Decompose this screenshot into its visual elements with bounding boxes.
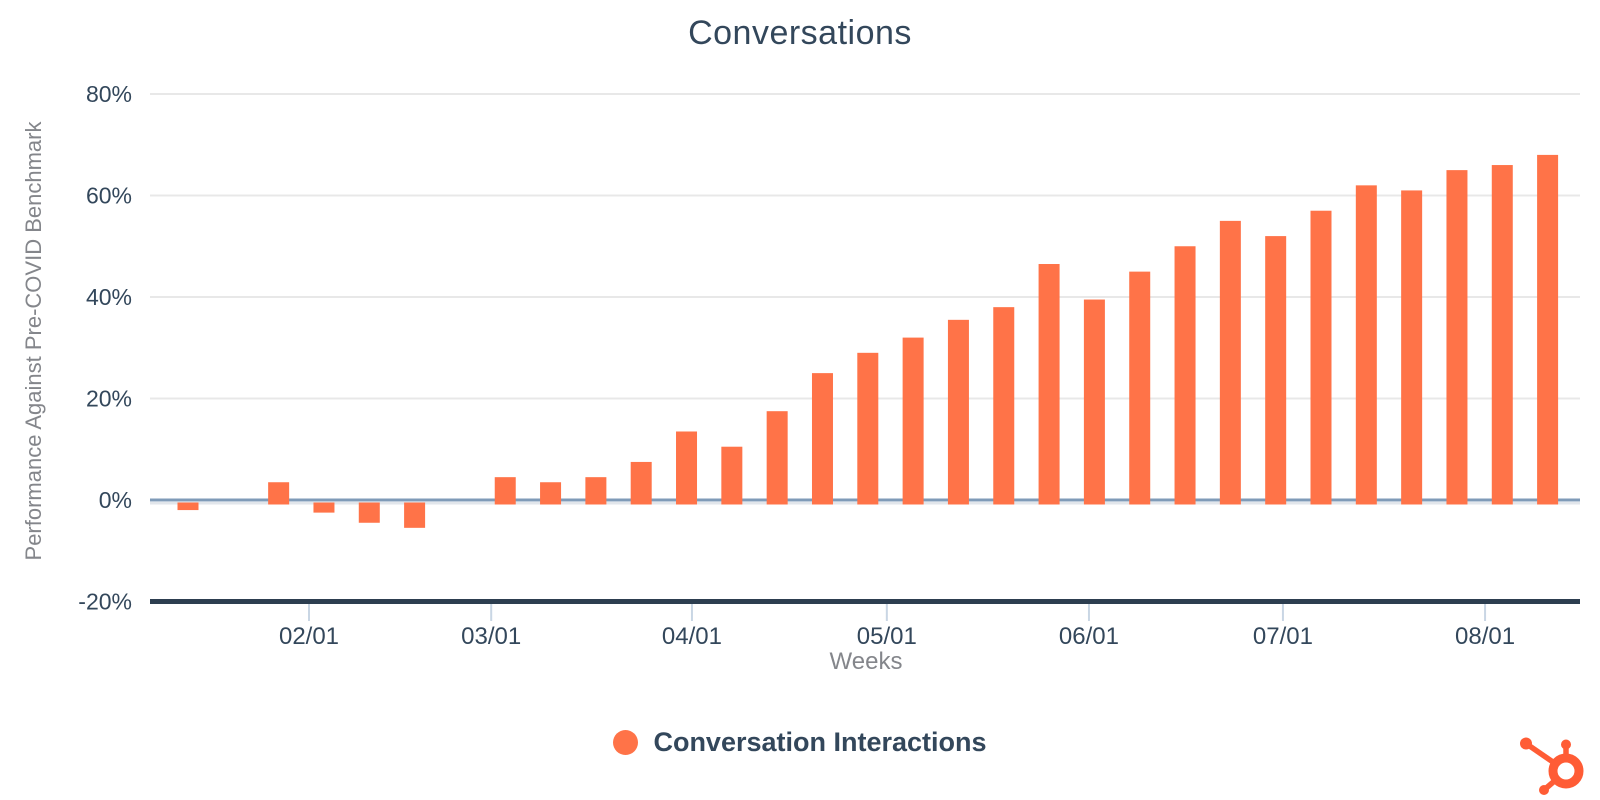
gridline	[150, 93, 1580, 95]
bar-week-20[interactable]	[1038, 264, 1060, 505]
bar-week-26[interactable]	[1310, 210, 1332, 505]
bar-week-12[interactable]	[676, 431, 698, 505]
x-tick-mark	[1087, 604, 1090, 621]
y-tick-label: 40%	[86, 284, 132, 310]
bar-week-9[interactable]	[540, 482, 562, 505]
x-tick-label: 07/01	[1253, 623, 1313, 650]
y-tick-label: 0%	[99, 487, 132, 513]
x-axis-group	[150, 599, 1580, 621]
bar-week-18[interactable]	[947, 319, 969, 505]
x-tick-mark	[308, 604, 311, 621]
bar-week-5[interactable]	[358, 502, 380, 523]
hubspot-sprocket-logo-icon	[1520, 737, 1584, 795]
y-tick-label: 60%	[86, 183, 132, 209]
y-tick-label: -20%	[78, 589, 132, 615]
x-tick-label: 08/01	[1455, 623, 1515, 650]
x-tick-mark	[1484, 604, 1487, 621]
sprocket-ring	[1548, 753, 1584, 789]
bar-week-4[interactable]	[313, 502, 335, 513]
bar-week-10[interactable]	[585, 477, 607, 505]
bar-week-28[interactable]	[1401, 190, 1423, 505]
bar-week-15[interactable]	[811, 373, 833, 505]
legend-series-dot-icon	[613, 729, 639, 755]
bar-week-22[interactable]	[1129, 271, 1151, 505]
legend: Conversation Interactions	[0, 722, 1600, 762]
bar-week-8[interactable]	[494, 477, 516, 505]
gridline	[150, 194, 1580, 197]
y-tick-label: 80%	[86, 81, 132, 107]
bar-week-23[interactable]	[1174, 246, 1196, 505]
chart-title: Conversations	[688, 14, 912, 52]
bar-week-21[interactable]	[1083, 299, 1105, 505]
x-axis-line	[150, 599, 1580, 604]
legend-series-label: Conversation Interactions	[653, 726, 987, 757]
x-tick-mark	[490, 604, 493, 621]
bar-week-24[interactable]	[1219, 220, 1241, 505]
tick-labels-group: 80% 60% 40% 20% 0% -20% 02/01 03/01 04/01 05/01 06…	[78, 81, 1515, 650]
bar-week-19[interactable]	[993, 307, 1015, 505]
bar-week-29[interactable]	[1446, 170, 1468, 505]
bar-week-3[interactable]	[268, 482, 290, 505]
x-tick-label: 06/01	[1059, 623, 1119, 650]
bar-week-31[interactable]	[1537, 154, 1559, 505]
x-tick-mark	[690, 604, 693, 621]
bar-week-11[interactable]	[630, 461, 652, 505]
x-axis-title: Weeks	[829, 648, 903, 675]
x-tick-mark	[885, 604, 888, 621]
bars-group	[177, 154, 1559, 528]
x-tick-label: 04/01	[662, 623, 722, 650]
sprocket-knob	[1561, 739, 1571, 750]
x-tick-label: 05/01	[857, 623, 917, 650]
bar-week-27[interactable]	[1355, 185, 1377, 505]
bar-week-16[interactable]	[857, 352, 879, 505]
bar-week-30[interactable]	[1491, 165, 1513, 505]
bar-week-17[interactable]	[902, 337, 924, 505]
x-tick-mark	[1281, 604, 1284, 621]
x-tick-label: 02/01	[279, 623, 339, 650]
sprocket-knob	[1520, 737, 1532, 750]
bar-week-13[interactable]	[721, 446, 743, 505]
sprocket-knob	[1539, 785, 1549, 795]
gridline	[150, 296, 1580, 298]
x-tick-label: 03/01	[461, 623, 521, 650]
bar-week-6[interactable]	[404, 502, 426, 528]
bar-week-14[interactable]	[766, 411, 788, 505]
legend-item-conversation-interactions[interactable]: Conversation Interactions	[613, 726, 987, 758]
bar-week-25[interactable]	[1265, 236, 1287, 505]
bar-week-1[interactable]	[177, 502, 199, 511]
y-tick-label: 20%	[86, 386, 132, 412]
